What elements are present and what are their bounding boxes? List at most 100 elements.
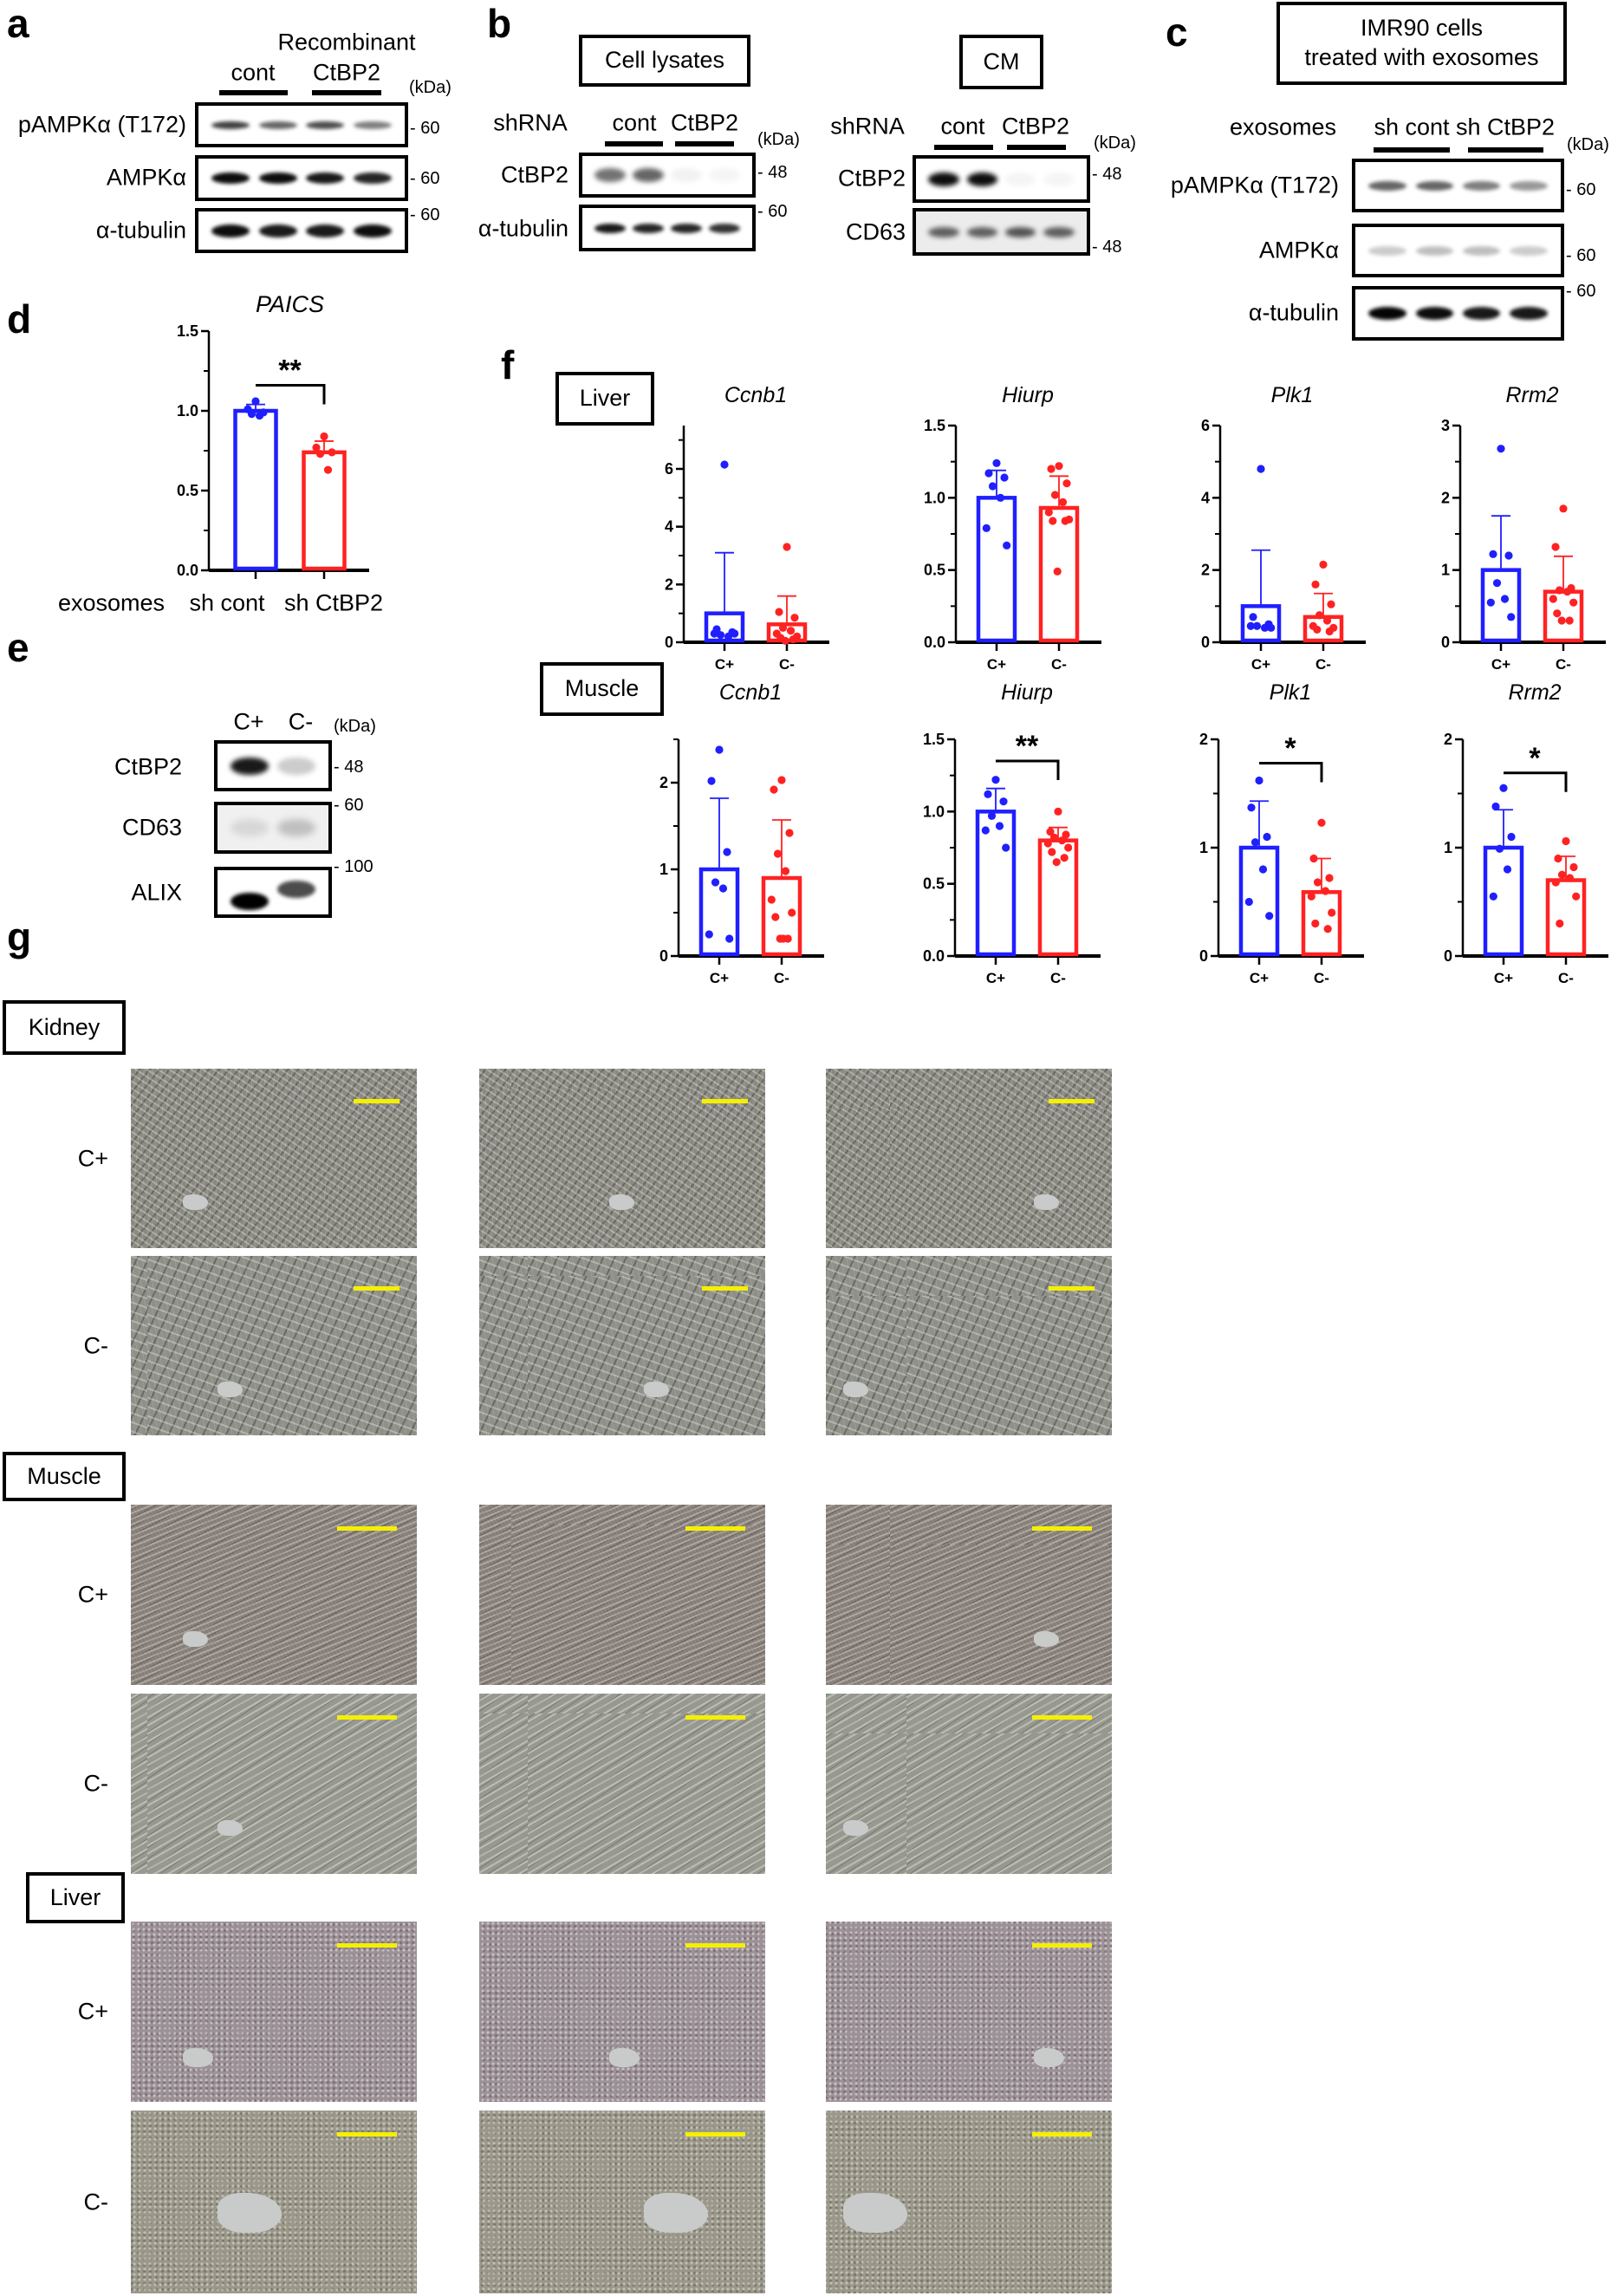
bar-c-minus [1302,615,1344,643]
y-tick-label: 4 [665,518,673,536]
marker-value: 60 [420,119,440,138]
micrograph [131,1922,417,2102]
protein-band [928,172,959,186]
protein-band [1368,245,1406,256]
data-point [731,629,739,638]
data-point [1507,832,1516,842]
recombinant-header: Recombinant [277,29,416,55]
bar-c-minus [1545,878,1587,957]
data-point [1311,580,1320,589]
tissue-gap [183,2047,214,2067]
significance-bracket [1504,771,1568,792]
x-tick-label: C+ [986,970,1005,986]
data-point [710,629,718,638]
panel-letter-c: c [1166,10,1188,55]
bar-c-plus [976,496,1017,643]
group-bar [605,141,663,146]
western-blot-ctbp2-cm [913,155,1090,203]
imr90-label: IMR90 cells treated with exosomes [1276,2,1567,85]
protein-band [594,223,626,233]
y-tick-label: 0 [665,634,673,651]
data-point [247,410,257,419]
chart-title: Rrm2 [1505,383,1558,407]
scale-bar [685,1525,745,1531]
scale-bar [354,1099,400,1104]
cell-lysates-label: Cell lysates [579,35,750,87]
data-point [251,397,260,406]
data-point [320,432,328,441]
data-point [789,635,797,644]
chart-f-liver-hiurp: Hiurp 0.0 0.5 1.0 1.5 C+ C- [924,383,1101,673]
x-tick-label: C- [1051,656,1067,673]
protein-band [353,224,392,237]
protein-band [353,172,392,184]
bar-c-plus [698,867,740,957]
kda-marker: - 60 [757,202,788,221]
data-point [723,848,731,856]
bar-c-plus [1480,568,1522,643]
data-point [770,785,778,794]
western-blot-ampk [195,155,408,201]
protein-band [928,226,959,237]
protein-band [211,224,250,237]
data-point [781,867,790,875]
marker-value: 48 [1102,165,1122,184]
protein-band [277,757,315,775]
data-point [785,829,794,837]
data-point [1321,887,1330,895]
data-point [1557,870,1567,879]
data-point [312,443,321,452]
y-tick-label: 6 [1201,417,1210,434]
panel-letter-e: e [7,625,29,670]
data-point [1551,543,1560,551]
data-point [1497,445,1505,453]
western-blot-ctbp2 [579,153,756,198]
marker-value: 60 [1576,180,1596,199]
protein-band [1004,172,1036,186]
data-point [1047,465,1056,473]
micrograph [826,2111,1112,2293]
bar-c-plus [1238,845,1280,957]
data-point [1064,843,1073,852]
y-tick-label: 0.5 [177,482,198,499]
group-label-sh-ctbp2: sh CtBP2 [283,589,384,616]
tissue-gap [218,1819,243,1836]
data-point [1054,807,1062,816]
blot-row-label: AMPKα [1258,237,1339,263]
data-point [1554,854,1562,863]
bar-c-minus [761,875,802,957]
data-point [1328,908,1336,917]
data-point [1562,836,1570,846]
data-point [707,777,716,785]
protein-band [1415,180,1454,191]
chart-f-muscle-rrm2: Rrm2 0 1 2 C+ C- * [1444,680,1608,986]
x-tick-label: C+ [1250,970,1269,986]
y-tick-label: 2 [1201,562,1210,579]
scale-bar [702,1286,749,1291]
blot-row-label: α-tubulin [95,217,186,244]
data-point [1260,623,1270,632]
western-blot-pampk [195,102,408,147]
data-point [1503,865,1512,874]
data-point [984,469,993,478]
marker-value: 60 [1576,246,1596,265]
data-point [783,543,791,551]
lane-label-c-minus: C- [288,708,314,735]
bar-c-plus [975,810,1017,957]
data-point [1555,586,1564,595]
scale-bar [354,1286,400,1291]
data-point [1052,858,1061,867]
data-point [1247,803,1256,812]
significance-stars: * [1529,742,1541,775]
data-point [1507,613,1516,621]
marker-value: 100 [344,857,374,876]
marker-value: 48 [344,758,364,777]
group-label-ctbp2: CtBP2 [670,109,739,136]
group-label-ctbp2: CtBP2 [1001,113,1070,140]
marker-value: 60 [1576,282,1596,301]
western-blot-pampk [1352,159,1564,212]
blot-row-label: AMPKα [106,164,186,191]
y-tick-label: 0.0 [923,947,945,965]
tissue-gap [1034,1194,1059,1210]
